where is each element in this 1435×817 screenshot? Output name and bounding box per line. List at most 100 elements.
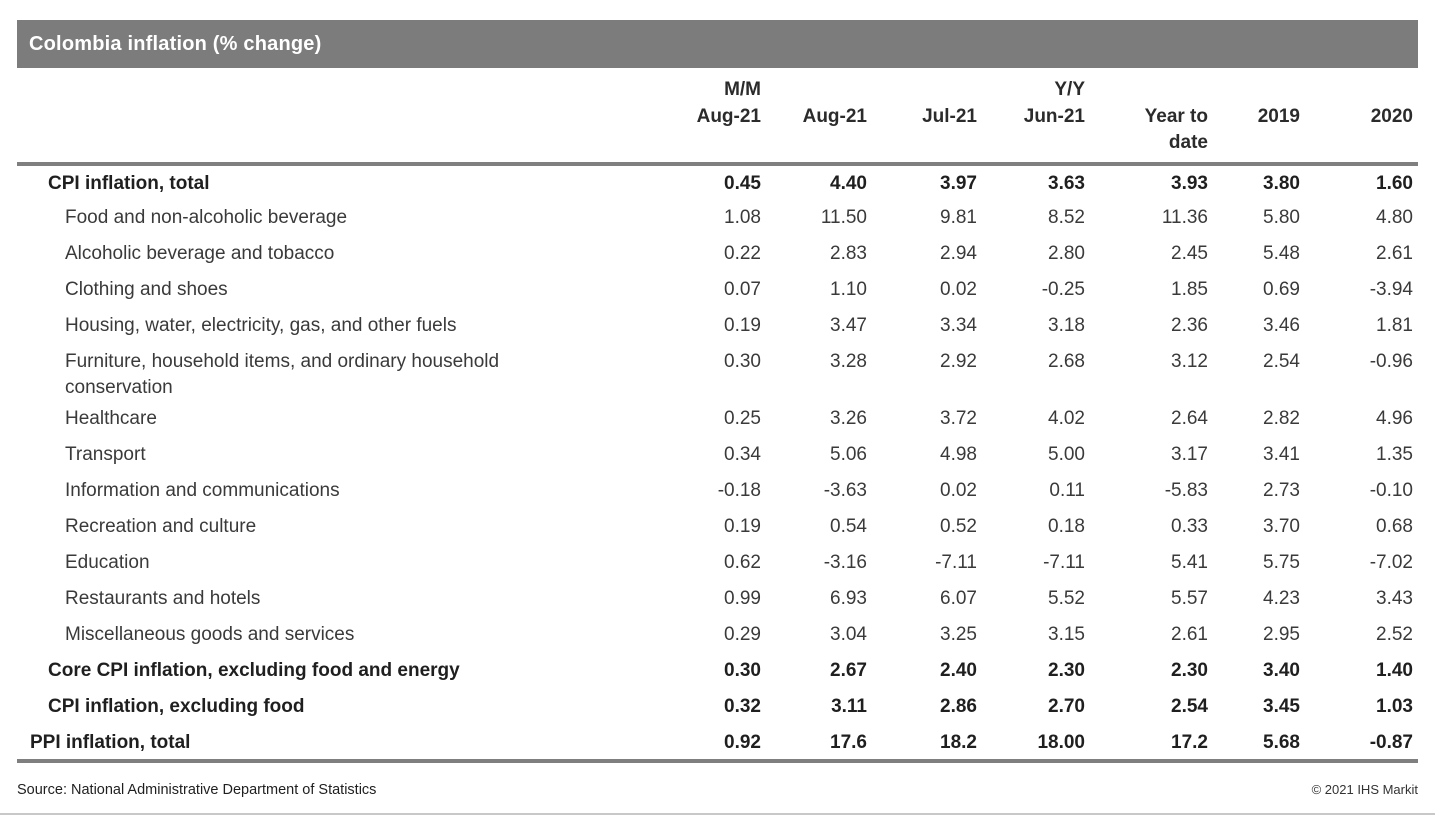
- cell-value: 0.54: [830, 516, 867, 537]
- bottom-divider: [0, 813, 1435, 815]
- row-label: Healthcare: [65, 408, 157, 429]
- footer: Source: National Administrative Departme…: [17, 782, 1418, 798]
- cell-value: 2.80: [1048, 243, 1085, 264]
- cell-value: 3.47: [830, 315, 867, 336]
- table-row: Education 0.62 -3.16 -7.11 -7.11 5.41 5.75 -7.0…: [17, 545, 1418, 581]
- cell-value: 3.43: [1376, 588, 1413, 609]
- cell-value: 0.30: [724, 660, 761, 681]
- inflation-table: M/M Aug-21 Aug-21 Jul-21 Y/Y Jun-21 Year to…: [17, 76, 1418, 763]
- cell-value: 0.30: [724, 351, 761, 372]
- cell-value: 2.82: [1263, 408, 1300, 429]
- cell-value: -3.94: [1369, 279, 1413, 300]
- header-row: M/M Aug-21 Aug-21 Jul-21 Y/Y Jun-21 Year to…: [17, 76, 1418, 166]
- cell-value: 3.25: [940, 624, 977, 645]
- cell-value: 8.52: [1048, 207, 1085, 228]
- table-row: Healthcare 0.25 3.26 3.72 4.02 2.64 2.82 4.96: [17, 401, 1418, 437]
- cell-value: 2.61: [1376, 243, 1413, 264]
- column-header-4: Y/Y Jun-21: [982, 76, 1090, 166]
- cell-value: -3.63: [823, 480, 867, 501]
- cell-value: 3.26: [830, 408, 867, 429]
- cell-value: 0.29: [724, 624, 761, 645]
- cell-value: 3.40: [1263, 660, 1300, 681]
- column-group-label: [1305, 76, 1413, 104]
- column-period-label: Aug-21: [696, 106, 761, 127]
- cell-value: 3.93: [1171, 173, 1208, 194]
- cell-value: 2.95: [1263, 624, 1300, 645]
- table-row: Furniture, household items, and ordinary…: [17, 344, 1418, 401]
- cell-value: 5.52: [1048, 588, 1085, 609]
- row-label: Miscellaneous goods and services: [65, 624, 355, 645]
- table-title: Colombia inflation (% change): [29, 32, 322, 55]
- column-group-label: Y/Y: [1054, 79, 1085, 100]
- table-row: CPI inflation, total 0.45 4.40 3.97 3.63 3.93…: [17, 164, 1418, 200]
- cell-value: -0.87: [1305, 725, 1418, 763]
- table-row: Alcoholic beverage and tobacco 0.22 2.83 2.…: [17, 236, 1418, 272]
- cell-value: 4.02: [1048, 408, 1085, 429]
- column-period-label: Aug-21: [802, 106, 867, 127]
- column-group-label: [766, 76, 867, 104]
- cell-value: 0.19: [724, 516, 761, 537]
- column-period-label: Jun-21: [1023, 106, 1085, 127]
- cell-value: 0.02: [940, 480, 977, 501]
- row-label: Transport: [65, 444, 146, 465]
- cell-value: 2.92: [940, 351, 977, 372]
- cell-value: 6.07: [940, 588, 977, 609]
- header-spacer: [17, 76, 637, 166]
- cell-value: 3.97: [940, 173, 977, 194]
- row-label: Housing, water, electricity, gas, and ot…: [65, 315, 457, 336]
- row-label: Information and communications: [65, 480, 340, 501]
- cell-value: 0.11: [1049, 480, 1085, 501]
- cell-value: 1.81: [1376, 315, 1413, 336]
- column-header-3: Jul-21: [872, 76, 982, 166]
- cell-value: 2.54: [1263, 351, 1300, 372]
- cell-value: 4.98: [940, 444, 977, 465]
- cell-value: 5.75: [1263, 552, 1300, 573]
- cell-value: 5.57: [1171, 588, 1208, 609]
- cell-value: 4.80: [1376, 207, 1413, 228]
- cell-value: 4.23: [1263, 588, 1300, 609]
- cell-value: 2.54: [1171, 696, 1208, 717]
- row-label: Furniture, household items, and ordinary…: [65, 351, 500, 398]
- cell-value: 5.68: [1213, 725, 1305, 763]
- table-row: Information and communications -0.18 -3.63…: [17, 473, 1418, 509]
- cell-value: 0.33: [1171, 516, 1208, 537]
- cell-value: 0.69: [1263, 279, 1300, 300]
- row-label: Restaurants and hotels: [65, 588, 261, 609]
- row-label: Core CPI inflation, excluding food and e…: [48, 660, 460, 681]
- cell-value: 2.36: [1171, 315, 1208, 336]
- table-header: M/M Aug-21 Aug-21 Jul-21 Y/Y Jun-21 Year to…: [17, 76, 1418, 166]
- column-header-5: Year to date: [1090, 76, 1213, 166]
- cell-value: 0.22: [724, 243, 761, 264]
- cell-value: 2.70: [1048, 696, 1085, 717]
- column-header-2: Aug-21: [766, 76, 872, 166]
- cell-value: 3.04: [830, 624, 867, 645]
- cell-value: 18.2: [872, 725, 982, 763]
- cell-value: 0.18: [1048, 516, 1085, 537]
- cell-value: 0.92: [637, 725, 766, 763]
- cell-value: -7.02: [1369, 552, 1413, 573]
- cell-value: -0.25: [1041, 279, 1085, 300]
- column-group-label: [1090, 76, 1208, 104]
- cell-value: 3.34: [940, 315, 977, 336]
- column-period-label: Year to date: [1144, 106, 1208, 153]
- cell-value: 2.86: [940, 696, 977, 717]
- cell-value: 3.17: [1171, 444, 1208, 465]
- column-period-label: Jul-21: [922, 106, 977, 127]
- cell-value: 1.40: [1376, 660, 1413, 681]
- cell-value: 0.07: [724, 279, 761, 300]
- cell-value: 2.64: [1171, 408, 1208, 429]
- cell-value: 3.45: [1263, 696, 1300, 717]
- cell-value: 0.02: [940, 279, 977, 300]
- table-row: Food and non-alcoholic beverage 1.08 11.50…: [17, 200, 1418, 236]
- cell-value: 3.11: [831, 696, 867, 717]
- cell-value: 9.81: [940, 207, 977, 228]
- cell-value: 11.50: [820, 207, 867, 228]
- cell-value: 0.34: [724, 444, 761, 465]
- cell-value: -0.96: [1369, 351, 1413, 372]
- column-header-7: 2020: [1305, 76, 1418, 166]
- cell-value: 2.40: [940, 660, 977, 681]
- cell-value: 0.62: [724, 552, 761, 573]
- cell-value: 18.00: [982, 725, 1090, 763]
- cell-value: 0.25: [724, 408, 761, 429]
